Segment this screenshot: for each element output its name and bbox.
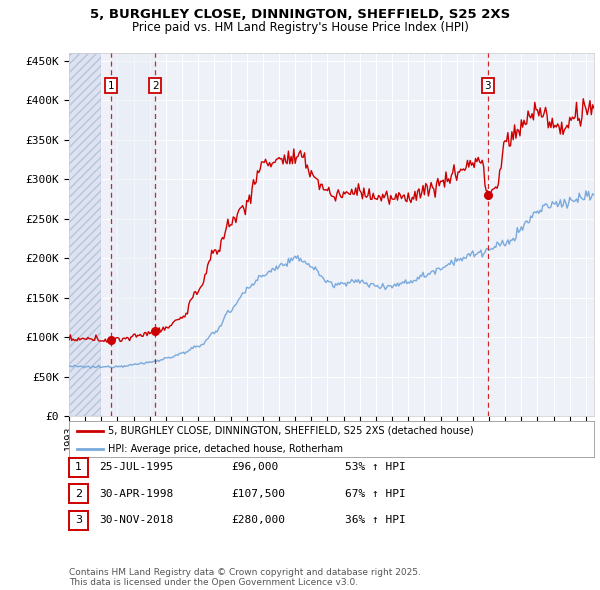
Text: 3: 3 <box>75 516 82 525</box>
Text: 30-NOV-2018: 30-NOV-2018 <box>99 516 173 525</box>
Text: 36% ↑ HPI: 36% ↑ HPI <box>345 516 406 525</box>
Bar <box>69 53 101 416</box>
Text: 5, BURGHLEY CLOSE, DINNINGTON, SHEFFIELD, S25 2XS (detached house): 5, BURGHLEY CLOSE, DINNINGTON, SHEFFIELD… <box>109 425 474 435</box>
Text: Contains HM Land Registry data © Crown copyright and database right 2025.
This d: Contains HM Land Registry data © Crown c… <box>69 568 421 587</box>
Text: 30-APR-1998: 30-APR-1998 <box>99 489 173 499</box>
Text: 1: 1 <box>75 463 82 472</box>
Text: 3: 3 <box>484 81 491 91</box>
Text: 2: 2 <box>152 81 158 91</box>
Text: £96,000: £96,000 <box>231 463 278 472</box>
Bar <box>110 53 155 416</box>
Text: 1: 1 <box>107 81 114 91</box>
Text: HPI: Average price, detached house, Rotherham: HPI: Average price, detached house, Roth… <box>109 444 343 454</box>
Text: £280,000: £280,000 <box>231 516 285 525</box>
Text: 2: 2 <box>75 489 82 499</box>
Text: 5, BURGHLEY CLOSE, DINNINGTON, SHEFFIELD, S25 2XS: 5, BURGHLEY CLOSE, DINNINGTON, SHEFFIELD… <box>90 8 510 21</box>
Text: Price paid vs. HM Land Registry's House Price Index (HPI): Price paid vs. HM Land Registry's House … <box>131 21 469 34</box>
Text: 25-JUL-1995: 25-JUL-1995 <box>99 463 173 472</box>
Text: £107,500: £107,500 <box>231 489 285 499</box>
Text: 53% ↑ HPI: 53% ↑ HPI <box>345 463 406 472</box>
Text: 67% ↑ HPI: 67% ↑ HPI <box>345 489 406 499</box>
